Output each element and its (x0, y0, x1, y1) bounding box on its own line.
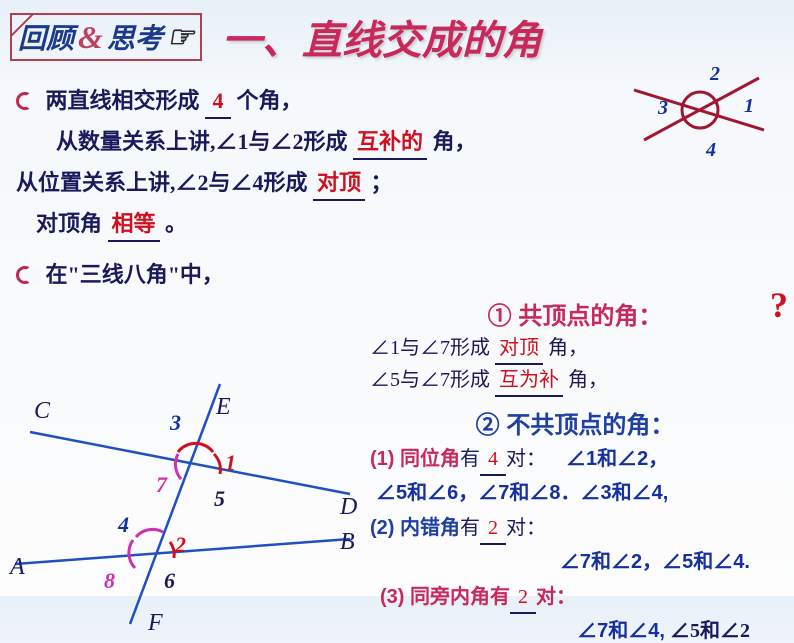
svg-text:A: A (8, 554, 25, 580)
blank-1: 4 (205, 84, 231, 119)
item-1-list2: ∠5和∠6，∠7和∠8．∠3和∠4, (376, 476, 780, 505)
item-2: (2) 内错角有2对： (370, 513, 780, 545)
svg-text:4: 4 (705, 139, 716, 160)
item-3-list: ∠7和∠4, ∠5和∠2 (370, 614, 780, 643)
svg-text:2: 2 (174, 532, 186, 557)
svg-text:4: 4 (117, 512, 129, 537)
svg-text:C: C (34, 398, 51, 424)
svg-text:D: D (339, 494, 357, 520)
item-2-list: ∠7和∠2，∠5和∠4. (370, 545, 780, 574)
content: 1 2 3 4 两直线相交形成 4 个角， 从数量关系上讲,∠1与∠2形成 互补… (0, 74, 794, 301)
svg-text:3: 3 (657, 97, 668, 119)
svg-text:F: F (147, 610, 163, 634)
section-2-head: ② 不共顶点的角： (370, 405, 780, 440)
svg-text:7: 7 (156, 472, 168, 497)
svg-text:1: 1 (744, 95, 754, 117)
svg-text:6: 6 (164, 568, 175, 593)
think-label: 思考 (107, 17, 163, 57)
s1-a: ∠1与∠7形成 对顶 角， (370, 333, 780, 365)
blank-3: 对顶 (313, 166, 365, 201)
moon-bullet-icon (16, 266, 34, 284)
item-3: (3) 同旁内角有2对： (370, 582, 780, 614)
box-corner-decoration (10, 13, 34, 37)
line-3: 从位置关系上讲,∠2与∠4形成 对顶 ； (16, 166, 778, 201)
review-think-box: 回顾 & 思考 ☞ (10, 13, 202, 61)
svg-text:1: 1 (225, 450, 236, 475)
intersection-diagram: 1 2 3 4 (614, 60, 784, 160)
svg-text:5: 5 (214, 486, 225, 511)
svg-text:3: 3 (169, 410, 181, 435)
three-line-eight-angle-diagram: C E D B A F 1 2 3 4 5 6 7 8 (0, 374, 370, 634)
blank-4: 相等 (108, 207, 160, 242)
svg-text:2: 2 (709, 63, 720, 85)
svg-text:E: E (215, 394, 231, 420)
right-column: ① 共顶点的角： ∠1与∠7形成 对顶 角， ∠5与∠7形成 互为补 角， ② … (370, 290, 780, 643)
section-1-head: ① 共顶点的角： (370, 296, 780, 331)
line-5: 在"三线八角"中， (16, 258, 778, 291)
moon-bullet-icon (16, 92, 34, 110)
svg-text:B: B (340, 529, 355, 555)
ampersand-icon: & (78, 19, 103, 56)
blank-2: 互补的 (353, 125, 427, 160)
item-1: (1) 同位角有4对： ∠1和∠2， (370, 444, 780, 476)
line-4: 对顶角 相等 。 (16, 207, 778, 242)
pointing-hand-icon: ☞ (167, 20, 194, 55)
svg-text:8: 8 (104, 568, 115, 593)
page-title: 一、直线交成的角 (222, 8, 542, 66)
s1-b: ∠5与∠7形成 互为补 角， (370, 365, 780, 397)
